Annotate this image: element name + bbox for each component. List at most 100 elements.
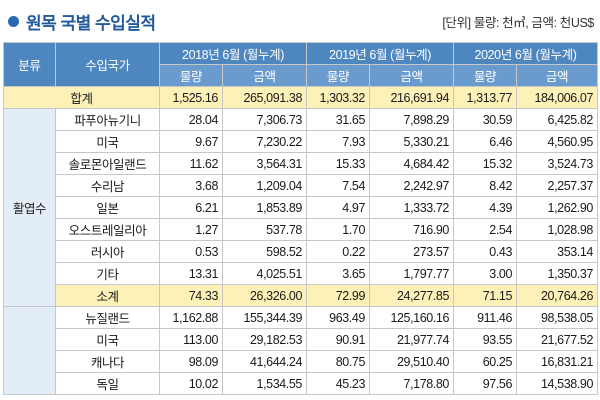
volume-cell: 97.56: [453, 372, 517, 395]
volume-cell: 8.42: [453, 174, 517, 197]
volume-cell: 6.21: [159, 196, 223, 219]
volume-cell: 0.53: [159, 240, 223, 263]
header-country: 수입국가: [55, 42, 160, 87]
volume-cell: 1.70: [306, 218, 370, 241]
amount-cell: 184,006.07: [516, 86, 598, 109]
amount-cell: 1,797.77: [369, 262, 454, 285]
table-row: 오스트레일리아 1.27 537.78 1.70 716.90 2.54 1,028.98: [4, 218, 598, 241]
country-cell: 뉴질랜드: [55, 306, 160, 329]
page-title: 원목 국별 수입실적: [26, 13, 156, 33]
table-row: 일본 6.21 1,853.89 4.97 1,333.72 4.39 1,262.90: [4, 196, 598, 219]
volume-cell: 2.54: [453, 218, 517, 241]
header-amount: 금액: [369, 64, 454, 87]
amount-cell: 1,534.55: [222, 372, 307, 395]
unit-note: [단위] 물량: 천㎥, 금액: 천US$: [442, 15, 594, 30]
volume-cell: 911.46: [453, 306, 517, 329]
volume-cell: 7.93: [306, 130, 370, 153]
volume-cell: 30.59: [453, 108, 517, 131]
volume-cell: 31.65: [306, 108, 370, 131]
table-row: 기타 13.31 4,025.51 3.65 1,797.77 3.00 1,350.37: [4, 262, 598, 285]
volume-cell: 113.00: [159, 328, 223, 351]
volume-cell: 72.99: [306, 284, 370, 307]
country-cell: 미국: [55, 328, 160, 351]
table-row: 솔로몬아일랜드 11.62 3,564.31 15.33 4,684.42 15.32 3,…: [4, 152, 598, 175]
amount-cell: 273.57: [369, 240, 454, 263]
volume-cell: 80.75: [306, 350, 370, 373]
header-volume: 물량: [306, 64, 370, 87]
volume-cell: 7.54: [306, 174, 370, 197]
import-table: 분류 수입국가 2018년 6월 (월누계) 2019년 6월 (월누계) 20…: [3, 42, 598, 395]
volume-cell: 0.43: [453, 240, 517, 263]
amount-cell: 20,764.26: [516, 284, 598, 307]
amount-cell: 21,677.52: [516, 328, 598, 351]
header-volume: 물량: [453, 64, 517, 87]
amount-cell: 4,560.95: [516, 130, 598, 153]
volume-cell: 74.33: [159, 284, 223, 307]
country-cell: 오스트레일리아: [55, 218, 160, 241]
amount-cell: 6,425.82: [516, 108, 598, 131]
category-cell: [3, 306, 56, 395]
amount-cell: 1,853.89: [222, 196, 307, 219]
header-period: 2018년 6월 (월누계): [159, 42, 307, 65]
category-cell: 활엽수: [3, 108, 56, 307]
country-cell: 솔로몬아일랜드: [55, 152, 160, 175]
amount-cell: 598.52: [222, 240, 307, 263]
volume-cell: 4.97: [306, 196, 370, 219]
amount-cell: 4,684.42: [369, 152, 454, 175]
subtotal-label: 소계: [55, 284, 160, 307]
volume-cell: 9.67: [159, 130, 223, 153]
volume-cell: 4.39: [453, 196, 517, 219]
amount-cell: 7,898.29: [369, 108, 454, 131]
amount-cell: 265,091.38: [222, 86, 307, 109]
volume-cell: 1,313.77: [453, 86, 517, 109]
subtotal-row: 소계 74.33 26,326.00 72.99 24,277.85 71.15 20,76…: [4, 284, 598, 307]
country-cell: 러시아: [55, 240, 160, 263]
volume-cell: 13.31: [159, 262, 223, 285]
volume-cell: 0.22: [306, 240, 370, 263]
amount-cell: 353.14: [516, 240, 598, 263]
amount-cell: 2,242.97: [369, 174, 454, 197]
amount-cell: 16,831.21: [516, 350, 598, 373]
table-row: 캐나다 98.09 41,644.24 80.75 29,510.40 60.25 16,8…: [4, 350, 598, 373]
amount-cell: 4,025.51: [222, 262, 307, 285]
volume-cell: 1.27: [159, 218, 223, 241]
header-amount: 금액: [222, 64, 307, 87]
bullet-icon: [8, 15, 19, 27]
amount-cell: 1,028.98: [516, 218, 598, 241]
amount-cell: 7,306.73: [222, 108, 307, 131]
volume-cell: 93.55: [453, 328, 517, 351]
volume-cell: 90.91: [306, 328, 370, 351]
amount-cell: 125,160.16: [369, 306, 454, 329]
volume-cell: 11.62: [159, 152, 223, 175]
table-row: 러시아 0.53 598.52 0.22 273.57 0.43 353.14: [4, 240, 598, 263]
country-cell: 미국: [55, 130, 160, 153]
amount-cell: 1,209.04: [222, 174, 307, 197]
header-amount: 금액: [516, 64, 598, 87]
header-category: 분류: [3, 42, 56, 87]
volume-cell: 3.68: [159, 174, 223, 197]
table-row: 미국 113.00 29,182.53 90.91 21,977.74 93.55 21,6…: [4, 328, 598, 351]
table-row: 미국 9.67 7,230.22 7.93 5,330.21 6.46 4,560.95: [4, 130, 598, 153]
amount-cell: 1,262.90: [516, 196, 598, 219]
volume-cell: 45.23: [306, 372, 370, 395]
amount-cell: 21,977.74: [369, 328, 454, 351]
volume-cell: 963.49: [306, 306, 370, 329]
volume-cell: 71.15: [453, 284, 517, 307]
header-period: 2020년 6월 (월누계): [453, 42, 598, 65]
amount-cell: 7,230.22: [222, 130, 307, 153]
amount-cell: 41,644.24: [222, 350, 307, 373]
volume-cell: 3.00: [453, 262, 517, 285]
amount-cell: 155,344.39: [222, 306, 307, 329]
table-row: 뉴질랜드 1,162.88 155,344.39 963.49 125,160.16 91…: [3, 306, 598, 395]
amount-cell: 7,178.80: [369, 372, 454, 395]
volume-cell: 1,525.16: [159, 86, 223, 109]
table-row: 독일 10.02 1,534.55 45.23 7,178.80 97.56 14,538.…: [4, 372, 598, 395]
volume-cell: 15.32: [453, 152, 517, 175]
amount-cell: 98,538.05: [516, 306, 598, 329]
amount-cell: 1,350.37: [516, 262, 598, 285]
table-row: 활엽수 파푸아뉴기니 28.04 7,306.73 31.65 7,898.29 30.59…: [3, 108, 598, 307]
volume-cell: 15.33: [306, 152, 370, 175]
country-cell: 독일: [55, 372, 160, 395]
amount-cell: 1,333.72: [369, 196, 454, 219]
amount-cell: 24,277.85: [369, 284, 454, 307]
